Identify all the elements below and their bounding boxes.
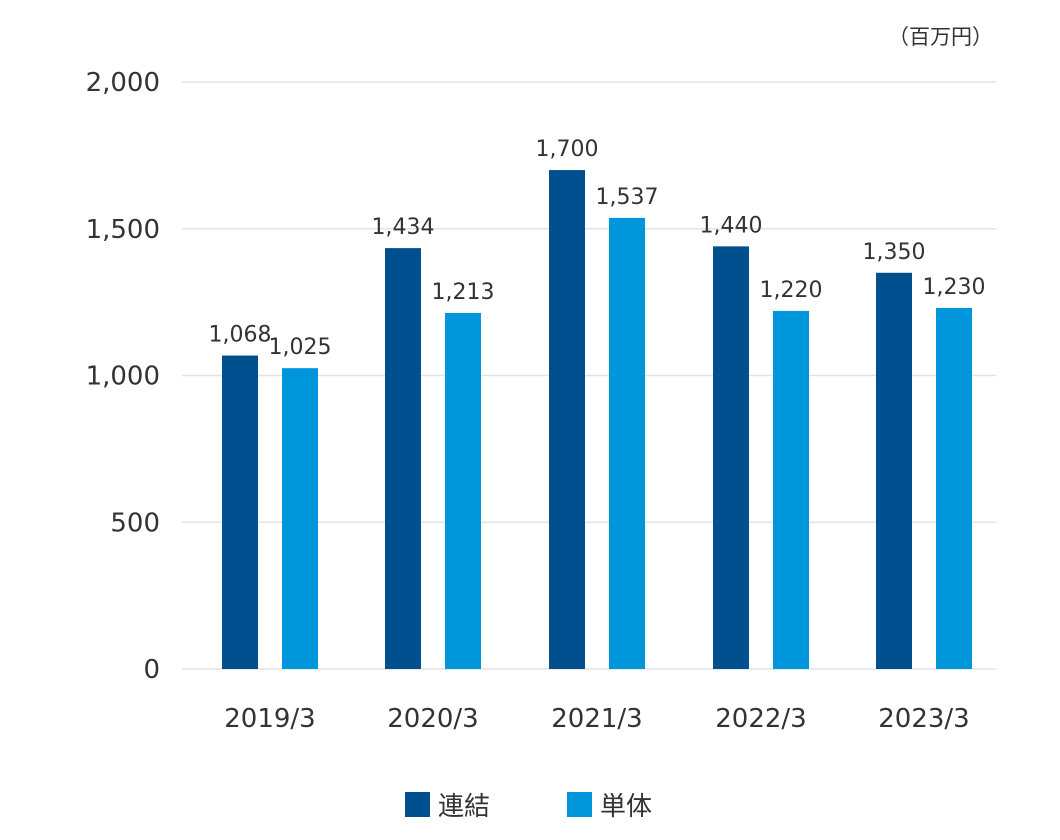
data-label: 1,068 [209, 323, 272, 348]
y-tick-label: 1,500 [86, 215, 160, 245]
y-tick-label: 500 [110, 508, 160, 538]
data-label: 1,537 [596, 185, 659, 210]
legend-swatch [567, 792, 592, 817]
x-category-label: 2023/3 [878, 704, 969, 734]
y-tick-label: 0 [143, 655, 160, 685]
bar-standalone [773, 310, 809, 669]
x-category-label: 2022/3 [715, 704, 806, 734]
bar-consolidated [385, 248, 421, 669]
unit-label: （百万円） [888, 25, 993, 49]
bar-standalone [282, 368, 318, 669]
legend: 連結 単体 [405, 792, 652, 822]
legend-swatch [405, 792, 430, 817]
bar-consolidated [549, 170, 585, 670]
data-label: 1,230 [923, 275, 986, 300]
legend-label: 単体 [600, 792, 652, 822]
y-tick-label: 2,000 [86, 68, 160, 98]
bar-consolidated [713, 246, 749, 670]
x-category-label: 2020/3 [387, 704, 478, 734]
y-axis-ticks: 0 500 1,000 1,500 2,000 [86, 68, 160, 685]
data-label: 1,350 [863, 240, 926, 265]
data-label: 1,440 [700, 213, 763, 238]
data-label: 1,434 [372, 215, 435, 240]
bar-consolidated [876, 272, 912, 669]
data-label: 1,220 [760, 278, 823, 303]
bar-standalone [609, 217, 645, 669]
x-category-label: 2021/3 [551, 704, 642, 734]
bar-standalone [445, 312, 481, 669]
bar-standalone [936, 307, 972, 669]
bars [222, 170, 972, 670]
data-label: 1,700 [536, 137, 599, 162]
data-label: 1,213 [432, 280, 495, 305]
y-tick-label: 1,000 [86, 362, 160, 392]
legend-label: 連結 [438, 792, 490, 822]
x-category-label: 2019/3 [224, 704, 315, 734]
x-axis-labels: 2019/3 2020/3 2021/3 2022/3 2023/3 [224, 704, 969, 734]
bar-consolidated [222, 355, 258, 669]
data-label: 1,025 [269, 335, 332, 360]
